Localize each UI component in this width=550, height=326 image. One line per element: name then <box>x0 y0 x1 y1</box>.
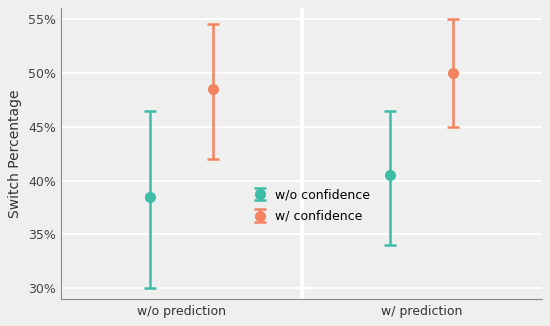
Y-axis label: Switch Percentage: Switch Percentage <box>8 89 23 218</box>
Legend: w/o confidence, w/ confidence: w/o confidence, w/ confidence <box>245 183 376 228</box>
